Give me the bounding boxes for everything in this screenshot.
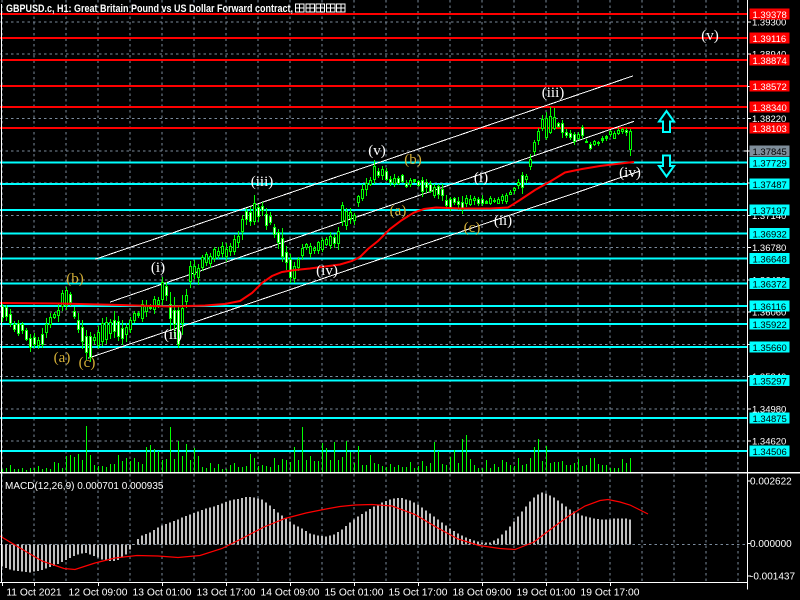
svg-text:1.38340: 1.38340 — [753, 103, 787, 114]
svg-text:18 Oct 09:00: 18 Oct 09:00 — [453, 588, 512, 599]
svg-text:1.34620: 1.34620 — [752, 437, 786, 448]
svg-text:12 Oct 09:00: 12 Oct 09:00 — [69, 588, 128, 599]
svg-text:1.35297: 1.35297 — [753, 376, 787, 387]
svg-text:14 Oct 09:00: 14 Oct 09:00 — [261, 588, 320, 599]
svg-text:1.39378: 1.39378 — [753, 10, 787, 21]
svg-text:(b): (b) — [404, 152, 422, 168]
svg-text:(iii): (iii) — [542, 85, 565, 101]
svg-text:15 Oct 01:00: 15 Oct 01:00 — [325, 588, 384, 599]
svg-text:19 Oct 17:00: 19 Oct 17:00 — [581, 588, 640, 599]
svg-text:1.37140: 1.37140 — [752, 211, 786, 222]
svg-text:1.34506: 1.34506 — [753, 447, 787, 458]
svg-text:1.35660: 1.35660 — [753, 343, 787, 354]
svg-text:1.38220: 1.38220 — [752, 114, 786, 125]
svg-text:(v): (v) — [368, 143, 386, 159]
svg-text:11 Oct 2021: 11 Oct 2021 — [6, 588, 62, 599]
svg-text:(i): (i) — [151, 260, 165, 276]
svg-text:1.37845: 1.37845 — [753, 147, 787, 158]
svg-text:1.36372: 1.36372 — [753, 279, 787, 290]
svg-text:1.37729: 1.37729 — [753, 158, 787, 169]
svg-text:1.39116: 1.39116 — [753, 34, 787, 45]
svg-text:19 Oct 01:00: 19 Oct 01:00 — [517, 588, 576, 599]
svg-text:13 Oct 01:00: 13 Oct 01:00 — [133, 588, 192, 599]
svg-text:0.000000: 0.000000 — [750, 539, 792, 550]
svg-text:1.38103: 1.38103 — [753, 124, 787, 135]
svg-text:(a): (a) — [390, 203, 407, 219]
svg-text:1.35922: 1.35922 — [753, 320, 787, 331]
svg-text:1.36780: 1.36780 — [752, 243, 786, 254]
svg-text:MACD(12,26,9) 0.000701 0.00093: MACD(12,26,9) 0.000701 0.000935 — [5, 481, 164, 492]
svg-text:0.002622: 0.002622 — [750, 477, 792, 488]
svg-text:1.37197: 1.37197 — [753, 206, 787, 217]
svg-text:1.34875: 1.34875 — [753, 414, 787, 425]
svg-text:(iii): (iii) — [251, 174, 274, 190]
svg-text:1.36116: 1.36116 — [753, 302, 787, 313]
svg-text:(c): (c) — [79, 355, 96, 371]
svg-text:(a): (a) — [54, 350, 71, 366]
svg-text:1.38874: 1.38874 — [753, 56, 787, 67]
svg-text:15 Oct 17:00: 15 Oct 17:00 — [389, 588, 448, 599]
svg-text:1.39300: 1.39300 — [752, 18, 786, 29]
svg-text:1.37487: 1.37487 — [753, 180, 787, 191]
svg-text:1.36060: 1.36060 — [752, 308, 786, 319]
svg-text:-0.001437: -0.001437 — [750, 572, 795, 583]
svg-text:1.38572: 1.38572 — [753, 82, 787, 93]
svg-text:(ii): (ii) — [164, 327, 182, 343]
svg-text:1.36932: 1.36932 — [753, 229, 787, 240]
svg-text:(i): (i) — [474, 170, 488, 186]
svg-text:(b): (b) — [66, 271, 84, 287]
svg-text:(iv): (iv) — [316, 263, 338, 279]
svg-text:(ii): (ii) — [494, 213, 512, 229]
svg-text:1.34980: 1.34980 — [752, 404, 786, 415]
svg-text:(iv): (iv) — [619, 165, 641, 181]
svg-text:(c): (c) — [464, 220, 481, 236]
svg-text:(v): (v) — [701, 28, 719, 44]
svg-text:GBPUSD.c, H1: Great Britain P: GBPUSD.c, H1: Great Britain Pound vs US … — [6, 3, 293, 15]
svg-text:1.36648: 1.36648 — [753, 254, 787, 265]
svg-text:13 Oct 17:00: 13 Oct 17:00 — [197, 588, 256, 599]
